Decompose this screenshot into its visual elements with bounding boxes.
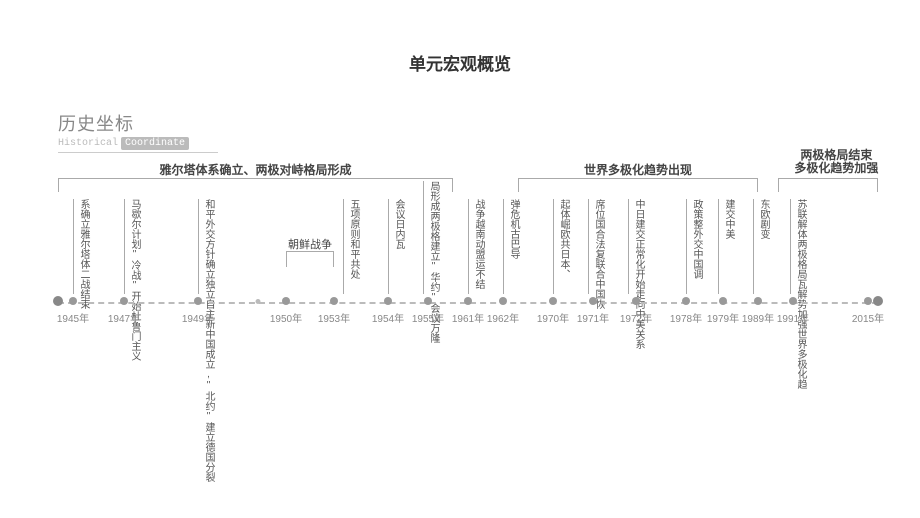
subtitle-en: HistoricalCoordinate (58, 138, 218, 149)
subtitle-cn: 历史坐标 (58, 110, 218, 136)
subtitle-block: 历史坐标 HistoricalCoordinate (58, 110, 218, 153)
axis-tick (424, 297, 432, 305)
year-label: 1961年 (452, 310, 484, 325)
year-label: 1954年 (372, 310, 404, 325)
event-text: 日本、欧共体崛起 (557, 199, 569, 279)
event-column: 杜鲁门主义"冷战"开始马歇尔计划 (124, 199, 143, 294)
timeline-axis: 1945年 1947年 1949年 1950年 1953年 1954年 1955年 1961年… (58, 294, 878, 324)
period-label: 两极格局结束多极化趋势加强 (794, 149, 878, 175)
year-label: 1970年 (537, 310, 569, 325)
axis-tick (499, 297, 507, 305)
period-label: 世界多极化趋势出现 (584, 161, 692, 178)
year-label: 1971年 (577, 310, 609, 325)
event-columns: 二战结束雅尔塔体系确立 杜鲁门主义"冷战"开始马歇尔计划 德国分裂"北约"建立新中国… (58, 199, 878, 294)
axis-tick (384, 297, 392, 305)
year-label: 1949年 (182, 310, 214, 325)
event-text: 日内瓦会议 (392, 199, 404, 249)
event-text: 杜鲁门主义"冷战"开始马歇尔计划 (128, 199, 140, 361)
year-label: 1991年 (777, 310, 809, 325)
axis-tick (53, 296, 63, 306)
event-column: 中美建交 (718, 199, 737, 294)
year-label: 1989年 (742, 310, 774, 325)
event-column: 德国分裂"北约"建立新中国成立,确立独立自主和平外交方针 (198, 199, 217, 294)
event-text: 德国分裂"北约"建立新中国成立,确立独立自主和平外交方针 (202, 199, 214, 482)
event-column: 日本、欧共体崛起 (553, 199, 572, 294)
axis-tick (789, 297, 797, 305)
event-column: 二战结束雅尔塔体系确立 (73, 199, 92, 294)
period-brackets: 雅尔塔体系确立、两极对峙格局形成世界多极化趋势出现两极格局结束多极化趋势加强 (58, 160, 878, 195)
axis-tick (282, 297, 290, 305)
axis-tick (682, 297, 690, 305)
event-column: 万隆会议"华约"建立两极格局形成 (423, 181, 442, 294)
year-label: 1945年 (57, 310, 89, 325)
subtitle-en-box: Coordinate (121, 137, 189, 150)
axis-tick (864, 297, 872, 305)
axis-tick (719, 297, 727, 305)
year-label: 1955年 (412, 310, 444, 325)
axis-tick (589, 297, 597, 305)
period-bracket: 雅尔塔体系确立、两极对峙格局形成 (58, 178, 453, 192)
period-bracket: 两极格局结束多极化趋势加强 (778, 178, 878, 192)
event-text: 中美关系开始走向正常化中日建交 (632, 199, 644, 349)
year-label: 1979年 (707, 310, 739, 325)
timeline-chart: 雅尔塔体系确立、两极对峙格局形成世界多极化趋势出现两极格局结束多极化趋势加强 朝… (58, 160, 878, 360)
event-column: 中国调整外交政策 (686, 199, 705, 294)
event-column: 东欧剧变 (753, 199, 772, 294)
axis-tick (330, 297, 338, 305)
year-label: 1972年 (620, 310, 652, 325)
year-label: 1978年 (670, 310, 702, 325)
year-label: 1947年 (108, 310, 140, 325)
axis-tick (464, 297, 472, 305)
axis-tick (69, 297, 77, 305)
event-text: 中国调整外交政策 (690, 199, 702, 279)
subtitle-en-prefix: Historical (58, 138, 118, 149)
event-text: 中美建交 (722, 199, 734, 239)
period-label: 雅尔塔体系确立、两极对峙格局形成 (159, 161, 351, 178)
event-column: 古巴导弹危机 (503, 199, 522, 294)
event-text: 东欧剧变 (757, 199, 769, 239)
axis-tick (754, 297, 762, 305)
subtitle-underline (58, 152, 218, 153)
year-label: 1962年 (487, 310, 519, 325)
year-label: 1953年 (318, 310, 350, 325)
event-text: 中国恢复联合国合法席位 (592, 199, 604, 309)
year-label: 2015年 (852, 310, 884, 325)
axis-tick (120, 297, 128, 305)
axis-tick (256, 299, 261, 304)
event-column: 中美关系开始走向正常化中日建交 (628, 199, 647, 294)
year-label: 1950年 (270, 310, 302, 325)
event-text: 二战结束雅尔塔体系确立 (77, 199, 89, 309)
event-column: 中国恢复联合国合法席位 (588, 199, 607, 294)
axis-tick (194, 297, 202, 305)
event-text: 不结盟运动越南战争 (472, 199, 484, 289)
axis-tick (632, 297, 640, 305)
event-column: 和平共处五项原则 (343, 199, 362, 294)
axis-tick (873, 296, 883, 306)
event-column: 世界多极化趋势加强两极格局瓦解苏联解体 (790, 199, 809, 294)
event-text: 古巴导弹危机 (507, 199, 519, 259)
period-bracket: 世界多极化趋势出现 (518, 178, 758, 192)
axis-tick (549, 297, 557, 305)
event-text: 和平共处五项原则 (347, 199, 359, 279)
page-title: 单元宏观概览 (0, 0, 920, 75)
event-column: 不结盟运动越南战争 (468, 199, 487, 294)
event-column: 日内瓦会议 (388, 199, 407, 294)
